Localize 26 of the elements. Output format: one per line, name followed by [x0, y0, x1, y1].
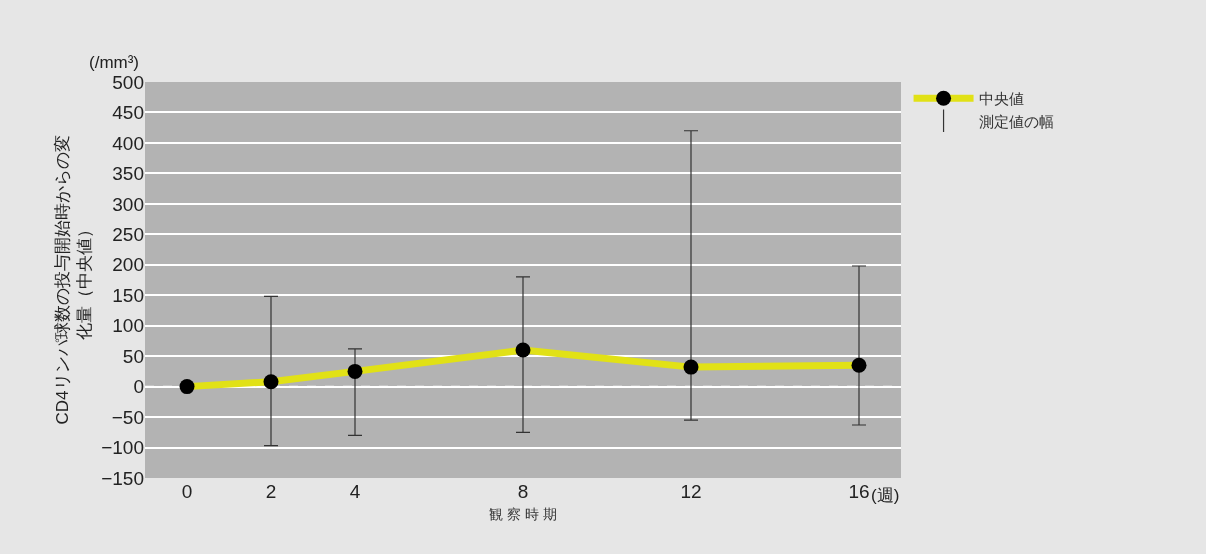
y-tick-label: 450: [112, 102, 144, 124]
x-tick-label: 4: [349, 481, 361, 502]
y-tick-label: 150: [112, 284, 144, 306]
x-tick-label: 2: [265, 481, 277, 502]
y-tick-label: 300: [112, 193, 144, 215]
y-tick-label: 350: [112, 163, 144, 185]
x-tick-label: 12: [680, 481, 702, 502]
y-tick-label: 500: [112, 71, 144, 93]
y-tick-label: 400: [112, 132, 144, 154]
text: 測定値の幅: [978, 112, 1054, 130]
y-tick-label: −100: [101, 437, 144, 459]
y-tick-label: 50: [122, 345, 144, 367]
x-tick-label: 8: [517, 481, 529, 502]
text: (週): [871, 486, 900, 505]
text: (/mm³): [89, 53, 140, 72]
y-tick-label: 200: [112, 254, 144, 276]
y-axis-title: CD4リンパ球数の投与開始時からの変化量（中央値）: [52, 135, 94, 425]
y-tick-label: −50: [111, 406, 144, 428]
y-tick-label: 100: [112, 315, 144, 337]
y-tick-label: −150: [101, 467, 144, 489]
y-tick-label: 0: [133, 376, 144, 398]
legend-label: 中央値: [978, 90, 1024, 108]
x-tick-label: 0: [181, 481, 193, 502]
x-axis-title: 観 察 時 期: [489, 506, 557, 523]
y-tick-label: 250: [112, 223, 144, 245]
x-tick-label: 16: [848, 481, 870, 502]
